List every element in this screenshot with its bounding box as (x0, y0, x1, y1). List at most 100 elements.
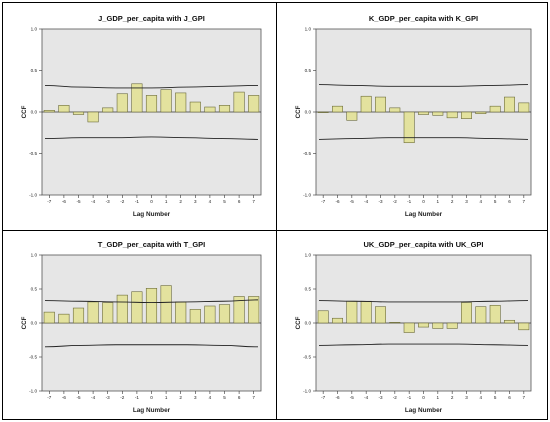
ccf-bar (233, 296, 245, 324)
y-tick-label: 1.0 (305, 253, 312, 258)
ccf-bar (131, 291, 143, 324)
lower-confidence-limit (318, 137, 529, 140)
ccf-bar (432, 322, 444, 329)
x-tick-label: -6 (335, 199, 340, 204)
x-tick-label: -1 (407, 199, 412, 204)
ccf-bar (375, 96, 386, 113)
x-tick-label: -6 (335, 395, 340, 400)
x-tick-label: 5 (494, 395, 497, 400)
ccf-bar (160, 285, 172, 324)
chart-title: K_GDP_per_capita with K_GPI (369, 14, 478, 23)
x-tick-label: 1 (165, 395, 168, 400)
ccf-bar (72, 111, 85, 115)
x-tick-label: 0 (422, 395, 425, 400)
ccf-bar (218, 304, 231, 324)
x-tick-label: 0 (150, 395, 153, 400)
ccf-bar (475, 306, 487, 324)
y-tick-label: 1.0 (31, 253, 38, 258)
y-axis-label: CCF (21, 316, 28, 329)
x-tick-label: -7 (47, 199, 52, 204)
ccf-bar (87, 111, 99, 123)
y-tick-label: -0.5 (29, 151, 37, 156)
y-tick-label: 0.0 (31, 321, 38, 326)
x-tick-label: -2 (393, 199, 398, 204)
ccf-bar (233, 91, 245, 113)
ccf-bar (518, 102, 530, 113)
x-tick-label: -1 (135, 395, 140, 400)
upper-confidence-limit (44, 84, 259, 89)
ccf-bar (175, 301, 187, 324)
ccf-bar (403, 111, 415, 144)
x-tick-label: -6 (62, 199, 67, 204)
ccf-bar (204, 106, 216, 113)
x-tick-label: -2 (120, 199, 125, 204)
x-tick-label: 3 (465, 199, 468, 204)
x-tick-label: 5 (494, 199, 497, 204)
y-tick-label: 0.5 (305, 68, 312, 73)
ccf-bar (418, 322, 429, 328)
y-axis-label: CCF (21, 105, 28, 118)
ccf-bar (461, 302, 472, 324)
ccf-bar (102, 302, 114, 324)
ccf-chart-k: K_GDP_per_capita with K_GPI 1.0 0.5 0.0 -0.5… (295, 14, 532, 218)
x-tick-label: -5 (350, 395, 355, 400)
x-tick-label: 7 (523, 395, 526, 400)
x-tick-label: 1 (437, 199, 440, 204)
upper-confidence-limit (44, 299, 259, 304)
ccf-bar (116, 93, 128, 113)
y-tick-label: -0.5 (29, 355, 37, 360)
x-tick-label: -4 (364, 395, 369, 400)
ccf-bar (116, 294, 128, 324)
x-axis-label: Lag Number (405, 407, 443, 414)
x-tick-label: 3 (465, 395, 468, 400)
ccf-bar (58, 313, 70, 324)
x-tick-label: 1 (165, 199, 168, 204)
y-tick-label: -1.0 (29, 389, 37, 394)
y-tick-label: 0.0 (305, 110, 312, 115)
y-tick-label: 0.5 (31, 68, 38, 73)
x-tick-label: 6 (238, 199, 241, 204)
ccf-bar (43, 311, 55, 324)
ccf-bar (317, 310, 329, 324)
ccf-bar (189, 101, 201, 113)
x-tick-label: 6 (238, 395, 241, 400)
x-tick-label: -3 (378, 395, 383, 400)
x-tick-label: -5 (76, 395, 81, 400)
x-tick-label: -3 (106, 395, 111, 400)
x-tick-label: -7 (47, 395, 52, 400)
lower-confidence-limit (44, 344, 259, 348)
x-tick-label: -2 (393, 395, 398, 400)
x-tick-label: -1 (407, 395, 412, 400)
x-tick-label: 2 (179, 199, 182, 204)
x-tick-label: -2 (120, 395, 125, 400)
ccf-bar (145, 288, 158, 324)
ccf-bar (346, 300, 358, 324)
y-tick-label: -1.0 (303, 193, 311, 198)
ccf-bar (189, 309, 201, 324)
x-tick-label: 7 (523, 199, 526, 204)
ccf-chart-uk: UK_GDP_per_capita with UK_GPI 1.0 0.5 0.0 -0… (295, 240, 532, 414)
x-tick-label: 7 (252, 199, 255, 204)
y-tick-label: 1.0 (31, 27, 38, 32)
x-tick-label: -6 (62, 395, 67, 400)
lower-confidence-limit (318, 343, 529, 346)
x-tick-label: 7 (252, 395, 255, 400)
ccf-bar (72, 307, 85, 324)
ccf-bar (248, 296, 260, 324)
upper-confidence-limit (318, 84, 529, 87)
ccf-chart-j: J_GDP_per_capita with J_GPI 1.0 0.5 0.0 -0.5… (21, 14, 262, 218)
y-tick-label: 1.0 (305, 27, 312, 32)
ccf-bar (389, 322, 401, 324)
ccf-bar (403, 322, 415, 333)
ccf-bar (218, 105, 231, 113)
x-tick-label: -4 (91, 395, 96, 400)
panel-divider-vertical (276, 2, 277, 420)
ccf-bar (504, 96, 515, 113)
x-tick-label: 2 (179, 395, 182, 400)
ccf-bar (360, 95, 372, 113)
x-tick-label: 4 (209, 395, 212, 400)
ccf-bar (360, 300, 372, 324)
x-tick-label: 1 (437, 395, 440, 400)
y-tick-label: -0.5 (303, 151, 311, 156)
x-tick-label: 0 (422, 199, 425, 204)
